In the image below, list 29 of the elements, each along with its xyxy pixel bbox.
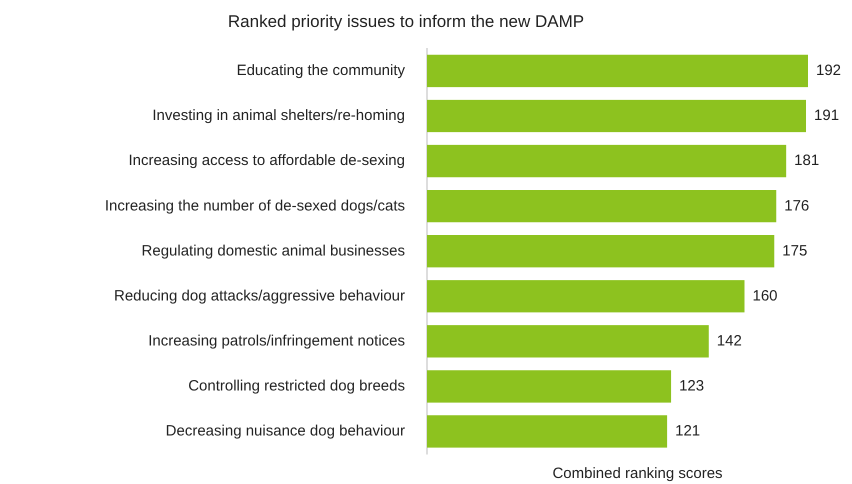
x-axis-title: Combined ranking scores [552, 465, 723, 482]
y-tick-label: Increasing the number of de-sexed dogs/cats [104, 197, 405, 214]
bar [427, 100, 806, 132]
bar [427, 144, 786, 178]
y-tick-label: Regulating domestic animal businesses [142, 242, 405, 260]
data-label: 142 [716, 332, 742, 350]
bar [427, 325, 709, 358]
data-label: 181 [794, 152, 820, 170]
y-tick-label: Increasing access to affordable de-sexing [128, 152, 405, 170]
y-tick-label: Controlling restricted dog breeds [188, 378, 405, 395]
data-label: 191 [814, 107, 840, 124]
data-label: 121 [675, 422, 700, 440]
data-label: 160 [752, 287, 778, 304]
bar [427, 415, 668, 448]
data-label: 175 [782, 242, 808, 260]
data-label: 192 [816, 62, 842, 80]
y-tick-label: Increasing patrols/infringement notices [148, 332, 405, 350]
y-tick-label: Educating the community [236, 62, 406, 80]
y-tick-label: Reducing dog attacks/aggressive behaviour [114, 287, 405, 304]
data-label: 123 [679, 378, 704, 395]
y-tick-label: Decreasing nuisance dog behaviour [166, 422, 406, 440]
data-label: 176 [784, 197, 810, 214]
bar [427, 235, 774, 268]
chart-title: Ranked priority issues to inform the new DAMP [228, 12, 584, 31]
bar [427, 370, 672, 403]
y-tick-label: Investing in animal shelters/re-homing [152, 107, 405, 124]
bar [427, 190, 776, 222]
bar [427, 54, 808, 88]
bar [427, 280, 744, 312]
